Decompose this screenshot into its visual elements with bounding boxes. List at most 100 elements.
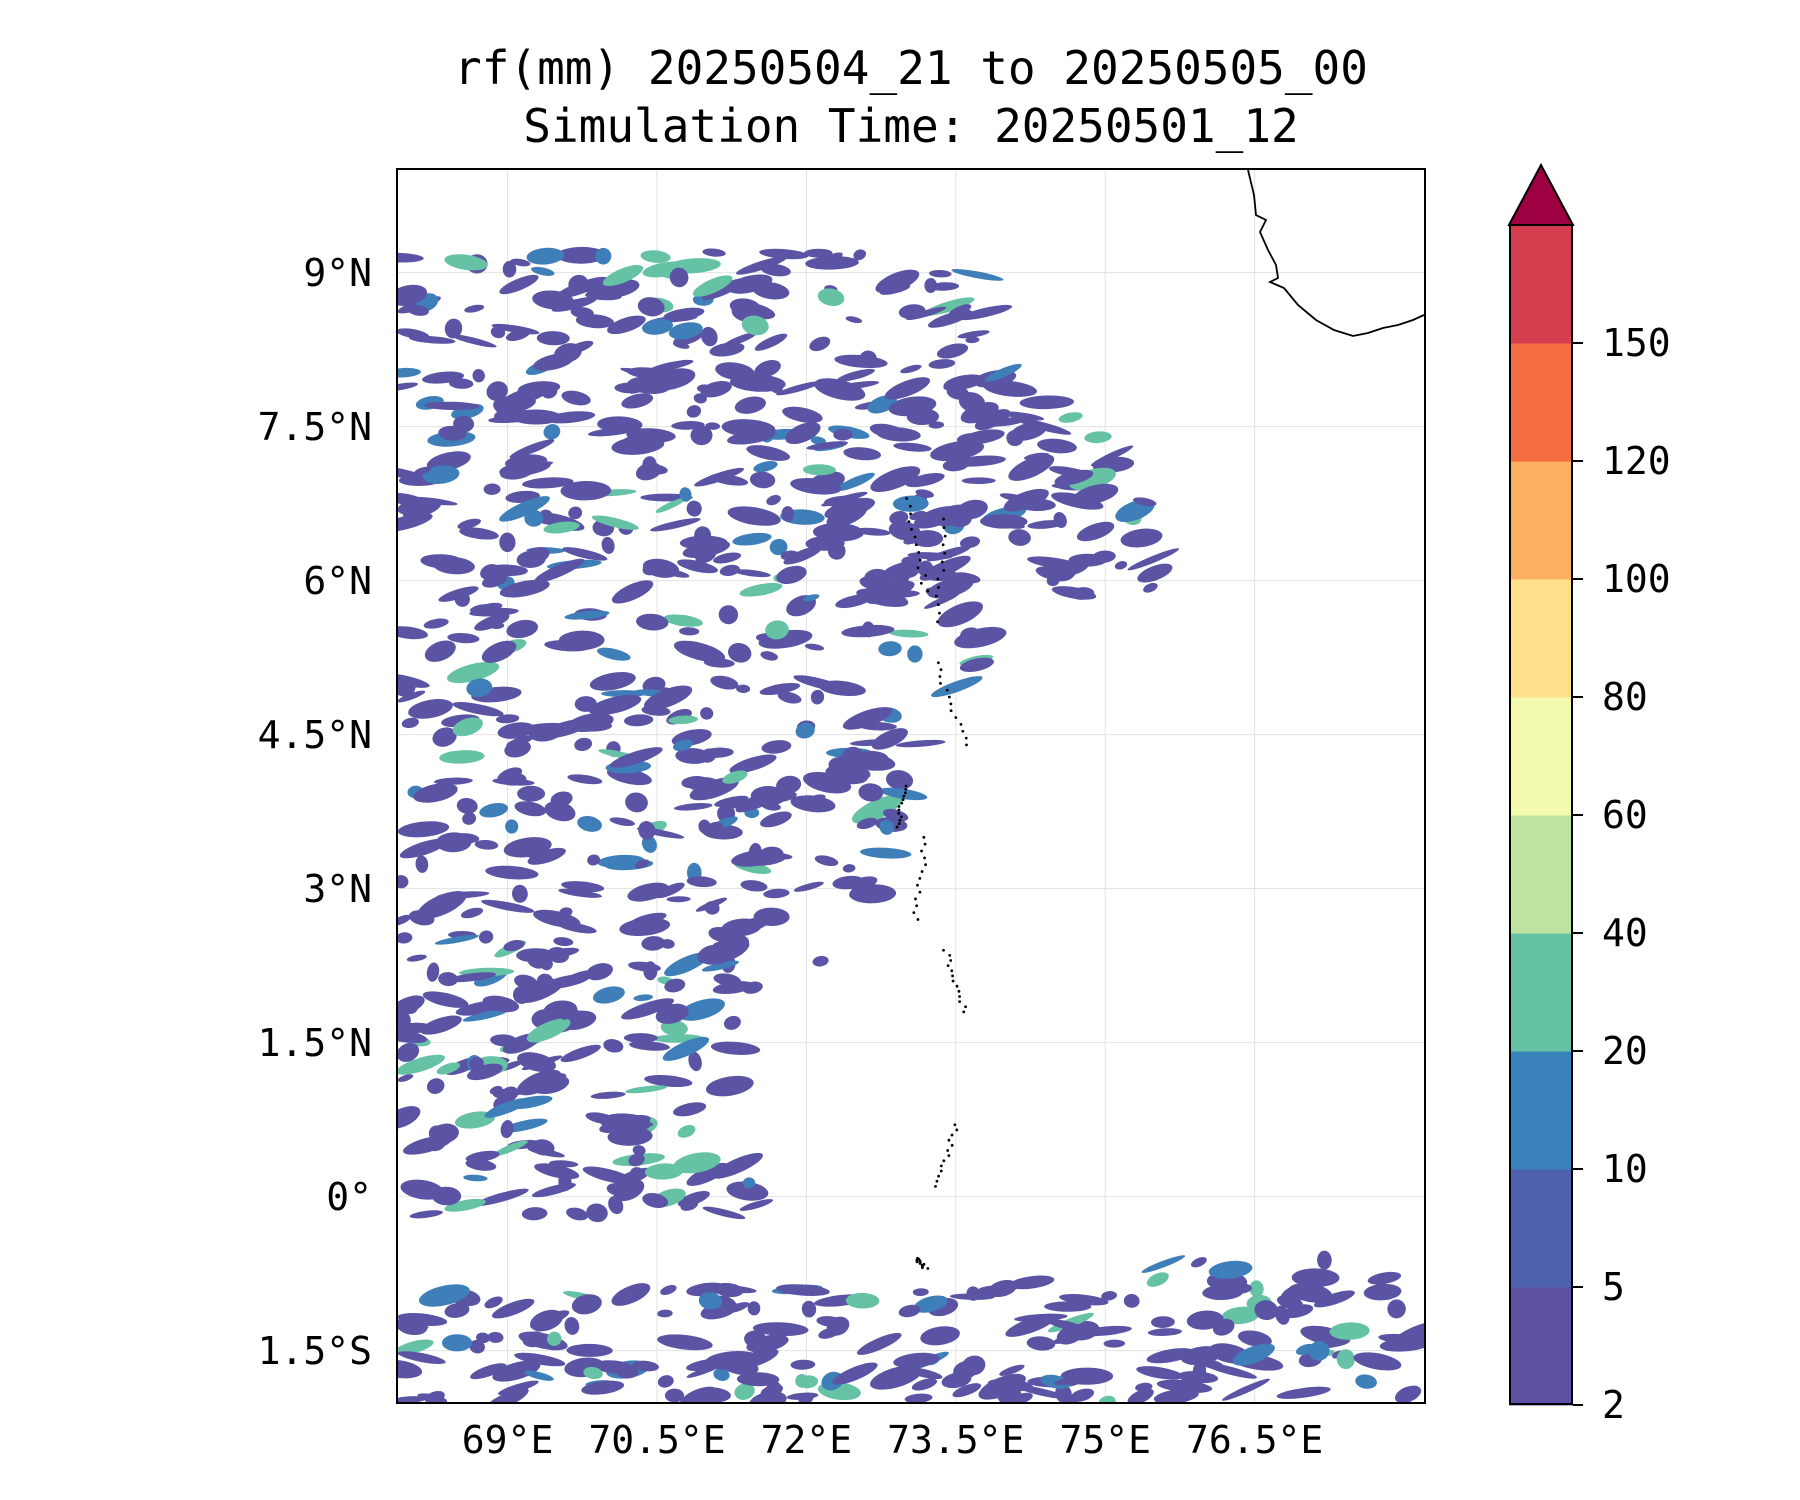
rain-cell <box>713 1368 730 1381</box>
atoll-dot <box>950 969 954 973</box>
rain-cell <box>434 777 473 785</box>
atoll-dot <box>918 890 922 894</box>
rain-cell <box>860 847 912 859</box>
rain-cell <box>961 1355 986 1376</box>
rain-cell <box>713 552 742 564</box>
atoll-dot <box>938 675 942 678</box>
chart-subtitle: Simulation Time: 20250501_12 <box>523 99 1299 153</box>
rain-cell <box>434 934 479 945</box>
rain-cell <box>907 1367 943 1380</box>
colorbar-level-label: 10 <box>1602 1147 1648 1191</box>
colorbar-segment <box>1509 1287 1573 1406</box>
rain-cell <box>907 645 923 663</box>
rain-cell <box>983 380 1037 397</box>
rain-cell <box>1254 1300 1278 1321</box>
atoll-dot <box>948 954 952 957</box>
rain-cell <box>832 875 865 890</box>
rain-cell <box>801 1300 817 1318</box>
rain-cell <box>734 1383 755 1400</box>
rain-cell <box>980 514 1028 529</box>
rain-cell <box>526 1018 571 1043</box>
rain-cell <box>636 613 669 631</box>
atoll-dot <box>942 517 945 521</box>
colorbar-scale <box>1507 162 1583 1406</box>
rain-cell <box>499 463 535 480</box>
rain-cell <box>398 1351 446 1364</box>
rain-cell <box>407 304 429 316</box>
rain-cell <box>543 521 580 534</box>
rain-cell <box>845 316 863 324</box>
rain-cell <box>686 405 702 418</box>
rain-cell <box>641 835 657 853</box>
rain-cell <box>888 396 937 417</box>
rain-cell <box>719 564 740 577</box>
rain-cell <box>1008 1275 1055 1290</box>
rain-cell <box>582 1166 635 1185</box>
rain-cell <box>726 1302 750 1313</box>
rain-cell <box>802 464 836 476</box>
rain-cell <box>574 737 593 752</box>
rain-cell <box>398 875 409 889</box>
rain-cell <box>1127 548 1180 571</box>
atoll-dot <box>943 534 947 538</box>
rain-cell <box>1136 1366 1184 1380</box>
atoll-dot <box>950 1133 954 1137</box>
rain-cell <box>1024 452 1050 461</box>
coastlines <box>895 170 1424 1270</box>
rain-cell <box>596 647 631 661</box>
rain-cell <box>452 717 483 737</box>
rain-cell <box>678 998 725 1021</box>
rain-cell <box>692 275 733 297</box>
rain-cell <box>954 626 1007 649</box>
rain-cell <box>1053 512 1067 528</box>
rain-cell <box>422 465 460 484</box>
rain-cell <box>1146 1272 1169 1287</box>
atoll-dot <box>922 835 926 839</box>
rain-cell <box>966 1286 981 1301</box>
rain-cell <box>505 329 531 341</box>
rain-cell <box>710 1041 761 1055</box>
rain-cell <box>540 957 553 971</box>
latitude-tick-label: 7.5°N <box>257 404 372 449</box>
rain-cell <box>760 651 778 661</box>
rain-cell <box>491 1298 535 1319</box>
rain-cell <box>399 838 448 859</box>
rain-cell <box>941 1372 972 1389</box>
atoll-dot <box>958 1000 962 1003</box>
rain-cell <box>521 1207 548 1221</box>
atoll-dot <box>940 560 944 564</box>
rain-cell <box>786 1392 819 1400</box>
rain-cell <box>1073 483 1119 505</box>
rain-cell <box>431 1123 459 1144</box>
rain-cell <box>736 1372 780 1387</box>
rain-cell <box>712 1152 763 1179</box>
rain-cell <box>581 1380 625 1395</box>
atoll-dot <box>946 1149 950 1152</box>
rain-cell <box>474 1188 529 1206</box>
rain-cell <box>617 1366 639 1379</box>
atoll-dot <box>897 808 901 812</box>
rain-cell <box>628 961 661 972</box>
atoll-dot <box>917 551 921 554</box>
rain-cell <box>506 735 534 747</box>
rain-cell <box>836 368 875 382</box>
rain-cell <box>749 1391 787 1402</box>
rain-cell <box>858 721 897 731</box>
atoll-dot <box>942 948 945 952</box>
rain-cell <box>726 1181 769 1201</box>
rain-cell <box>672 341 690 349</box>
rain-cell <box>1313 1290 1355 1308</box>
rain-cell <box>485 865 539 880</box>
rain-cell <box>919 555 971 581</box>
rain-cell <box>1040 1374 1071 1389</box>
rain-cell <box>506 619 538 639</box>
atoll-dot <box>903 791 907 795</box>
rain-cell <box>905 473 945 488</box>
atoll-dot <box>923 856 926 860</box>
rain-cell <box>465 1159 497 1171</box>
rain-cell <box>495 714 520 724</box>
rain-cell <box>832 1362 878 1385</box>
rain-cell <box>640 250 671 263</box>
atoll-dot <box>934 594 938 598</box>
rain-cell <box>442 1334 473 1352</box>
